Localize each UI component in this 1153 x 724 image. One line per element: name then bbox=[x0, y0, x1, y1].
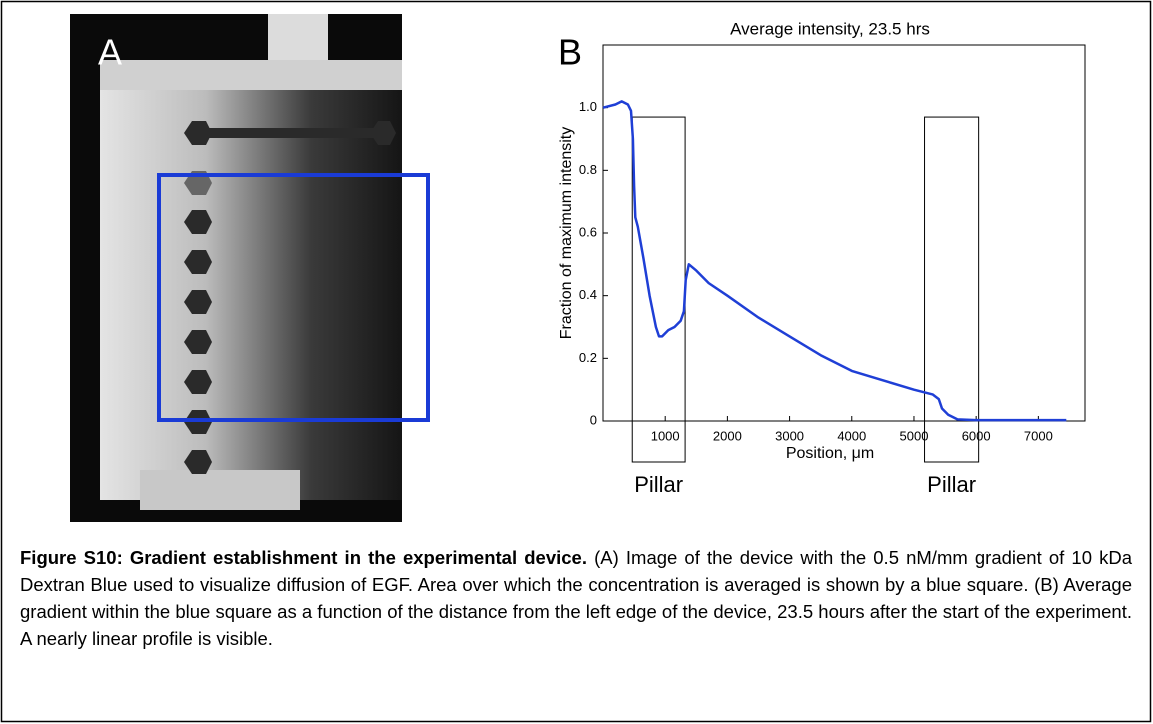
plot-frame bbox=[602, 44, 1086, 422]
y-axis-label: Fraction of maximum intensity bbox=[558, 127, 575, 340]
x-tick-label: 5000 bbox=[900, 428, 929, 443]
x-tick-label: 2000 bbox=[713, 428, 742, 443]
x-tick-label: 1000 bbox=[651, 428, 680, 443]
x-tick-label: 7000 bbox=[1024, 428, 1053, 443]
pillar-label: Pillar bbox=[634, 472, 683, 497]
caption-text: (A) Image of the device with the 0.5 nM/… bbox=[20, 547, 1132, 649]
y-tick-label: 0.8 bbox=[579, 162, 597, 177]
panel-label: B bbox=[558, 32, 582, 73]
chart-title: Average intensity, 23.5 hrs bbox=[730, 19, 930, 38]
pillar-box bbox=[924, 116, 980, 463]
y-tick-label: 0.2 bbox=[579, 350, 597, 365]
caption-title: Figure S10: Gradient establishment in th… bbox=[20, 547, 587, 568]
pillar-box bbox=[631, 116, 686, 463]
panel-label: A bbox=[98, 32, 122, 73]
y-tick-label: 0 bbox=[590, 412, 597, 427]
data-line bbox=[602, 100, 1067, 422]
x-tick-label: 3000 bbox=[775, 428, 804, 443]
x-tick-label: 4000 bbox=[837, 428, 866, 443]
y-tick-label: 0.4 bbox=[579, 287, 597, 302]
panel-a-image bbox=[70, 14, 430, 522]
y-tick-label: 0.6 bbox=[579, 224, 597, 239]
caption: Figure S10: Gradient establishment in th… bbox=[20, 544, 1132, 652]
x-tick-label: 6000 bbox=[962, 428, 991, 443]
x-axis-label: Position, μm bbox=[786, 445, 874, 462]
y-tick-label: 1.0 bbox=[579, 99, 597, 114]
pillar-label: Pillar bbox=[927, 472, 976, 497]
